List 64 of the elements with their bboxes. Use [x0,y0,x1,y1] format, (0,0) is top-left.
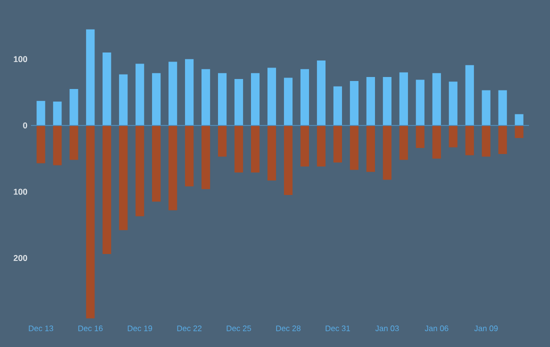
y-tick-label: 0 [23,122,28,128]
bar [432,73,441,126]
bar [514,114,524,126]
bar [498,90,507,126]
bar [333,125,342,163]
bar [119,74,128,126]
bar [284,78,293,126]
bar [366,77,375,126]
bar [514,125,524,138]
bar [382,77,392,126]
bar [218,73,227,126]
bar [300,69,310,126]
bar [152,73,161,126]
bar [416,125,424,148]
bar [136,125,144,216]
bar [70,125,78,160]
bar [86,29,95,126]
bar [136,64,144,126]
bar [53,125,62,166]
bar [465,65,474,126]
bar [168,62,178,126]
bar [448,125,458,148]
bar [284,125,293,196]
bar [333,86,342,126]
bar [70,88,78,126]
bar [350,125,358,170]
bar [399,125,408,160]
bar [202,125,210,190]
bar [185,125,194,186]
bar [36,100,46,126]
bar [482,125,490,157]
bar [53,102,62,126]
bar [316,125,326,167]
bar [432,125,441,159]
y-tick-label: 100 [14,56,28,62]
bar [234,79,244,126]
bar [350,81,358,126]
bar [382,125,392,180]
bar [202,69,210,126]
bar [267,68,276,126]
bar [482,90,490,126]
bar [448,82,458,126]
bar [416,80,424,126]
bar [234,125,244,173]
bar [218,125,227,157]
bar [366,125,375,172]
bar [185,59,194,126]
bar [36,125,46,164]
bar [250,125,260,173]
bar [102,125,112,254]
y-tick-label: 200 [14,255,28,262]
bar [316,60,326,126]
bar [465,125,474,156]
bar [119,125,128,230]
bar [152,125,161,202]
bar [102,52,112,126]
bar [250,73,260,126]
bar [300,125,310,167]
bar [86,125,95,318]
bar [498,125,507,154]
bar [267,125,276,180]
bar [168,125,178,210]
bar [399,72,408,126]
y-tick-label: 100 [14,188,28,195]
